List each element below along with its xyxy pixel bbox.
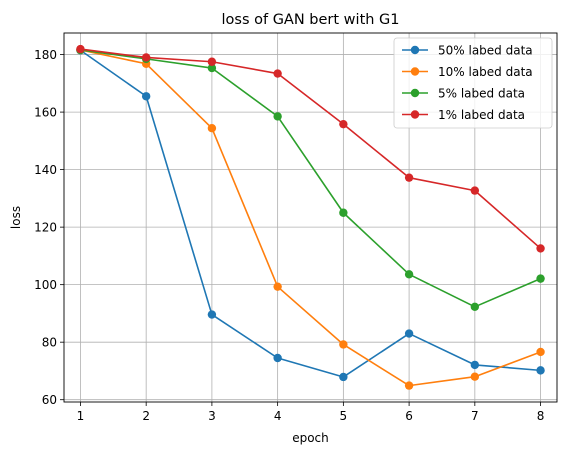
data-point: [141, 92, 151, 101]
data-point: [536, 366, 545, 375]
data-point: [273, 69, 282, 78]
legend-label: 50% labed data: [438, 44, 533, 58]
y-tick-label: 180: [34, 48, 57, 62]
y-axis-label: loss: [9, 206, 23, 229]
x-tick-label: 6: [405, 409, 413, 423]
data-point: [76, 44, 85, 54]
legend-label: 1% labed data: [438, 108, 525, 122]
y-tick-label: 120: [34, 221, 57, 235]
data-point: [536, 274, 545, 283]
chart-title: loss of GAN bert with G1: [221, 12, 399, 28]
y-tick-label: 100: [34, 278, 57, 292]
data-point: [470, 372, 480, 381]
data-point: [207, 63, 217, 73]
data-point: [404, 381, 414, 390]
series-line-2: [80, 49, 541, 387]
data-point: [470, 302, 480, 312]
legend-marker: [410, 110, 420, 119]
legend-label: 10% labed data: [438, 65, 533, 79]
data-point: [339, 208, 348, 217]
x-tick-label: 2: [142, 409, 150, 423]
data-point: [339, 340, 348, 349]
y-tick-label: 80: [42, 336, 57, 350]
legend-marker: [410, 88, 420, 98]
x-tick-label: 7: [471, 409, 479, 423]
x-tick-label: 4: [274, 409, 282, 423]
series-lines: [79, 48, 542, 387]
data-point: [207, 123, 217, 133]
legend-box: [393, 37, 553, 129]
data-point: [339, 372, 348, 382]
data-point: [404, 329, 414, 338]
data-point: [273, 112, 282, 121]
data-point: [470, 186, 480, 195]
x-tick-label: 8: [537, 409, 545, 423]
data-point: [404, 173, 414, 182]
legend-label: 5% labed data: [438, 87, 525, 101]
y-tick-label: 140: [34, 163, 57, 177]
y-tick-label: 60: [42, 393, 57, 407]
data-point: [273, 282, 282, 291]
x-axis-label: epoch: [292, 431, 329, 445]
series-line-1: [79, 49, 541, 378]
data-point: [536, 347, 545, 357]
y-axis-ticks: 60 80 100 120 140 160 180: [34, 48, 64, 407]
x-axis-ticks: 1 2 3 4 5 6 7 8: [77, 402, 545, 423]
legend-marker: [410, 67, 420, 76]
x-tick-label: 3: [208, 409, 216, 423]
data-point: [404, 270, 414, 279]
legend: 50% labed data 10% labed data 5% labed dat…: [393, 37, 553, 129]
data-point: [536, 244, 545, 253]
series-line-3: [80, 49, 541, 308]
data-point: [339, 119, 348, 129]
data-point: [207, 57, 217, 66]
series-line-4: [80, 48, 542, 250]
data-point: [273, 353, 282, 363]
data-point: [470, 360, 480, 370]
x-tick-label: 1: [77, 409, 85, 423]
y-tick-label: 160: [34, 106, 57, 120]
data-point: [141, 53, 151, 62]
data-point: [207, 310, 217, 319]
x-tick-label: 5: [340, 409, 348, 423]
plot-frame: [63, 32, 558, 403]
series-markers: [76, 44, 545, 390]
legend-marker: [410, 45, 420, 55]
